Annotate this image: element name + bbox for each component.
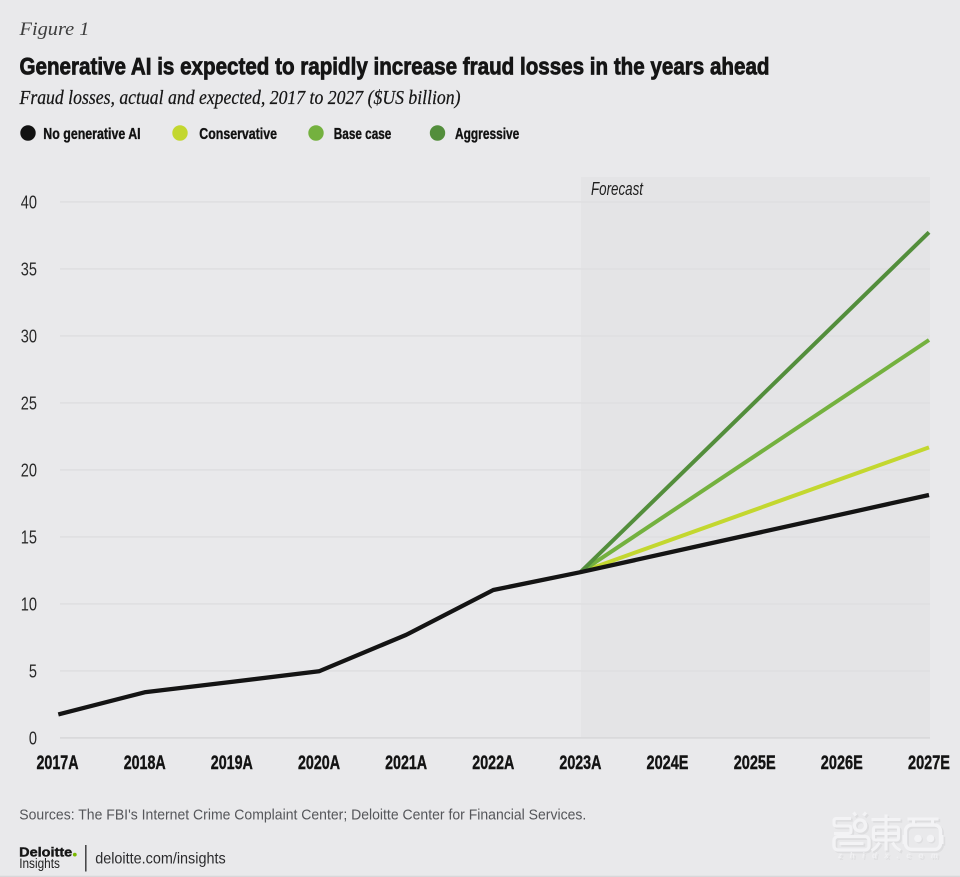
svg-text:2019A: 2019A [211,752,253,774]
svg-text:2026E: 2026E [821,752,863,774]
svg-text:20: 20 [21,461,37,481]
svg-text:Fraud losses, actual and expec: Fraud losses, actual and expected, 2017 … [19,88,461,109]
svg-text:2023A: 2023A [559,752,601,774]
svg-text:deloitte.com/insights: deloitte.com/insights [95,851,226,868]
svg-text:2027E: 2027E [908,752,950,774]
svg-text:Aggressive: Aggressive [455,126,520,143]
svg-text:No generative AI: No generative AI [43,126,140,143]
svg-text:Forecast: Forecast [591,179,644,199]
svg-text:15: 15 [21,528,37,548]
svg-text:Conservative: Conservative [199,126,277,143]
svg-text:2021A: 2021A [385,752,427,774]
svg-text:2024E: 2024E [647,752,689,774]
svg-text:30: 30 [21,327,37,347]
svg-text:5: 5 [29,662,37,682]
svg-text:2022A: 2022A [472,752,514,774]
svg-text:zhidx.com: zhidx.com [837,851,946,860]
svg-text:Insights: Insights [19,856,60,871]
svg-text:Figure 1: Figure 1 [18,19,89,40]
svg-text:2025E: 2025E [734,752,776,774]
svg-text:Deloitte: Deloitte [19,844,72,859]
svg-text:25: 25 [21,394,37,414]
svg-text:35: 35 [21,260,37,280]
svg-text:Base case: Base case [334,126,392,143]
svg-text:2017A: 2017A [37,752,79,774]
svg-text:Sources: The FBI's Internet Cr: Sources: The FBI's Internet Crime Compla… [19,807,586,824]
svg-text:2020A: 2020A [298,752,340,774]
svg-text:0: 0 [29,729,37,749]
svg-text:zhidx.com: zhidx.com [839,853,948,862]
svg-text:2018A: 2018A [124,752,166,774]
svg-text:40: 40 [21,193,37,213]
svg-text:10: 10 [21,595,37,615]
svg-text:Generative AI is expected to r: Generative AI is expected to rapidly inc… [20,54,770,81]
